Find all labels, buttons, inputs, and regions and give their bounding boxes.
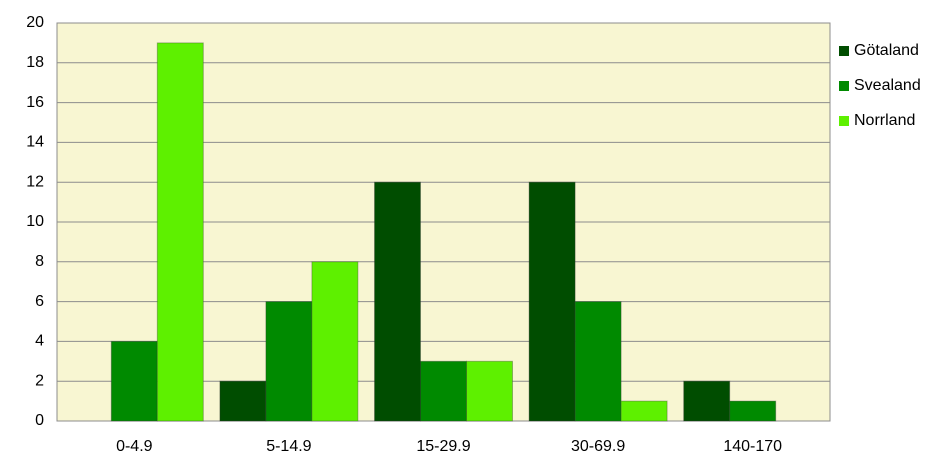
x-tick-label: 140-170 [723,438,782,455]
bar [729,400,777,422]
x-tick-label: 0-4.9 [116,438,153,455]
legend-swatch [839,81,849,91]
bar [420,360,467,422]
legend-label: Svealand [854,77,921,94]
bar [110,340,158,422]
bar [528,181,576,422]
y-tick-label: 0 [35,412,44,429]
bar [219,380,267,422]
y-tick-label: 12 [26,173,44,190]
y-tick-label: 16 [26,94,44,111]
legend-swatch [839,46,849,56]
y-tick-label: 18 [26,54,44,71]
bar [311,261,359,422]
y-tick-label: 2 [35,372,44,389]
x-tick-label: 15-29.9 [416,438,470,455]
bar [683,380,731,422]
bar [156,42,204,422]
bar [466,360,513,422]
x-tick-label: 30-69.9 [571,438,625,455]
bar [620,400,668,422]
y-tick-label: 8 [35,253,44,270]
legend-swatch [839,116,849,126]
y-tick-label: 10 [26,213,44,230]
bar [265,301,313,422]
bar [574,301,622,422]
legend-label: Götaland [854,42,919,59]
x-tick-label: 5-14.9 [266,438,311,455]
y-tick-label: 4 [35,333,44,350]
y-tick-label: 20 [26,14,44,31]
bar [374,181,421,422]
y-tick-label: 6 [35,293,44,310]
y-tick-label: 14 [26,134,44,151]
legend-label: Norrland [854,112,915,129]
